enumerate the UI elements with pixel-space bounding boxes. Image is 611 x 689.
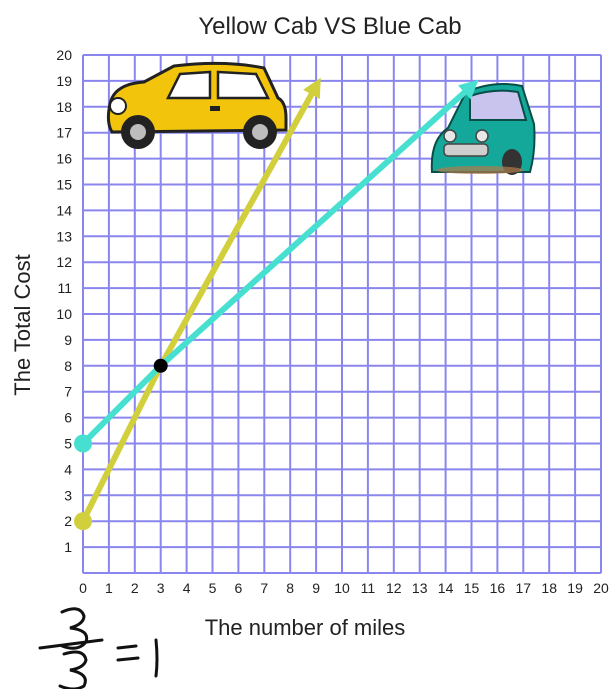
y-tick-label: 9 <box>64 332 72 348</box>
x-tick-label: 3 <box>157 580 165 596</box>
x-tick-label: 18 <box>541 580 557 596</box>
x-tick-label: 13 <box>412 580 428 596</box>
chart-title: Yellow Cab VS Blue Cab <box>198 13 461 40</box>
series-start-point <box>74 434 92 453</box>
y-tick-label: 19 <box>56 73 72 89</box>
y-tick-label: 2 <box>64 513 72 529</box>
series-start-point <box>74 512 92 531</box>
y-tick-label: 4 <box>64 461 72 477</box>
series-lines <box>80 77 479 525</box>
x-tick-label: 0 <box>79 580 87 596</box>
x-tick-label: 5 <box>209 580 217 596</box>
point-markers <box>74 358 168 531</box>
y-tick-label: 7 <box>64 384 72 400</box>
handwritten-digit-bottom <box>58 650 88 689</box>
series-line <box>80 77 321 525</box>
x-tick-label: 16 <box>490 580 506 596</box>
x-tick-label: 8 <box>286 580 294 596</box>
x-tick-labels: 0 1 2 3 4 5 6 7 8 9 10 11 12 13 14 15 16 17 18 19 20 <box>79 580 609 596</box>
x-tick-label: 17 <box>516 580 532 596</box>
handwritten-digit-top <box>60 607 89 650</box>
x-tick-label: 12 <box>386 580 402 596</box>
x-tick-label: 10 <box>334 580 350 596</box>
handwritten-fraction-bar <box>38 638 104 650</box>
y-tick-label: 17 <box>56 125 72 141</box>
yellow-cab-icon <box>106 61 288 149</box>
handwritten-one <box>154 638 159 678</box>
y-tick-label: 20 <box>56 47 72 63</box>
x-tick-label: 7 <box>260 580 268 596</box>
y-tick-label: 8 <box>64 358 72 374</box>
y-tick-label: 13 <box>56 228 72 244</box>
x-tick-label: 19 <box>567 580 583 596</box>
x-tick-label: 6 <box>235 580 243 596</box>
x-tick-label: 20 <box>593 580 609 596</box>
x-axis-label: The number of miles <box>205 615 406 640</box>
y-tick-label: 16 <box>56 151 72 167</box>
y-tick-label: 5 <box>64 436 72 452</box>
handwritten-annotation <box>38 607 159 689</box>
x-tick-label: 14 <box>438 580 454 596</box>
x-tick-label: 11 <box>361 580 376 596</box>
y-axis-label: The Total Cost <box>10 254 35 395</box>
x-tick-label: 9 <box>312 580 320 596</box>
x-tick-label: 15 <box>464 580 480 596</box>
y-tick-label: 11 <box>57 280 72 296</box>
y-tick-label: 14 <box>56 202 72 218</box>
x-tick-label: 1 <box>105 580 113 596</box>
y-tick-label: 1 <box>64 539 72 555</box>
y-tick-label: 3 <box>64 487 72 503</box>
x-tick-label: 2 <box>131 580 139 596</box>
blue-cab-icon <box>430 83 536 175</box>
y-tick-label: 15 <box>56 177 72 193</box>
y-tick-label: 18 <box>56 99 72 115</box>
y-tick-label: 6 <box>64 410 72 426</box>
handwritten-equals-top <box>116 644 138 650</box>
y-tick-label: 10 <box>56 306 72 322</box>
intersection-point <box>153 358 168 373</box>
x-tick-label: 4 <box>183 580 191 596</box>
handwritten-equals-bottom <box>116 656 140 662</box>
y-tick-label: 12 <box>56 254 72 270</box>
